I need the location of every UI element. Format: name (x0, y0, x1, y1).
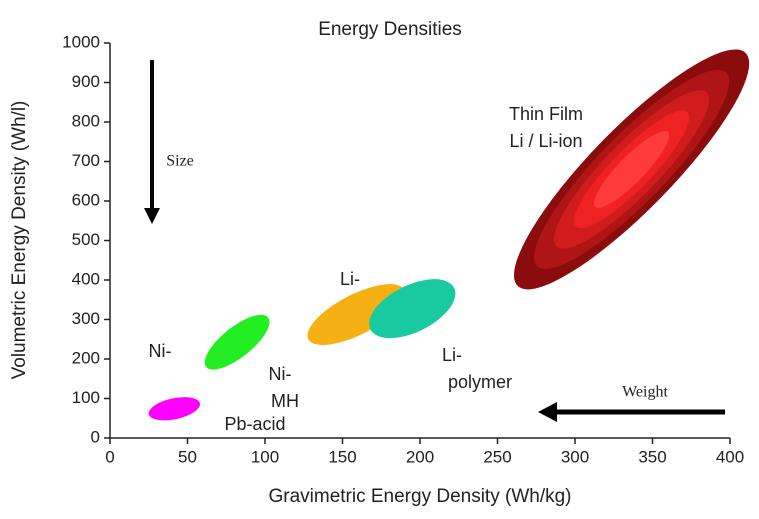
weight-arrow-head (538, 402, 557, 422)
region (148, 397, 200, 421)
annotation: Weight (622, 384, 668, 401)
x-tick-label: 100 (251, 447, 279, 466)
annotation: polymer (448, 372, 512, 392)
y-tick-label: 700 (72, 151, 100, 170)
region (369, 279, 456, 339)
x-tick-label: 400 (716, 447, 744, 466)
annotation: Thin Film (509, 104, 583, 124)
annotation: Ni- (269, 364, 292, 384)
annotation: MH (271, 391, 299, 411)
size-arrow-head (144, 208, 160, 224)
region (204, 314, 270, 370)
x-tick-label: 350 (638, 447, 666, 466)
x-tick-label: 250 (483, 447, 511, 466)
annotation: Li / Li-ion (509, 131, 582, 151)
annotation: Size (166, 153, 194, 170)
y-tick-label: 1000 (62, 32, 100, 51)
y-tick-label: 100 (72, 388, 100, 407)
y-tick-label: 0 (91, 427, 100, 446)
annotation: Ni- (149, 341, 172, 361)
region (593, 131, 670, 208)
y-tick-label: 400 (72, 269, 100, 288)
y-tick-label: 600 (72, 190, 100, 209)
y-axis-label: Volumetric Energy Density (Wh/l) (9, 101, 30, 380)
y-tick-label: 200 (72, 348, 100, 367)
y-tick-label: 800 (72, 111, 100, 130)
annotation: Pb-acid (224, 414, 285, 434)
annotation: Li- (442, 345, 462, 365)
x-tick-label: 0 (105, 447, 114, 466)
x-tick-label: 150 (328, 447, 356, 466)
annotation: Li- (340, 269, 360, 289)
x-tick-label: 50 (178, 447, 197, 466)
x-axis-label: Gravimetric Energy Density (Wh/kg) (268, 486, 571, 507)
y-tick-label: 300 (72, 309, 100, 328)
y-tick-label: 900 (72, 72, 100, 91)
y-tick-label: 500 (72, 230, 100, 249)
x-tick-label: 200 (406, 447, 434, 466)
region (307, 284, 406, 345)
chart-title: Energy Densities (318, 19, 462, 40)
x-tick-label: 300 (561, 447, 589, 466)
